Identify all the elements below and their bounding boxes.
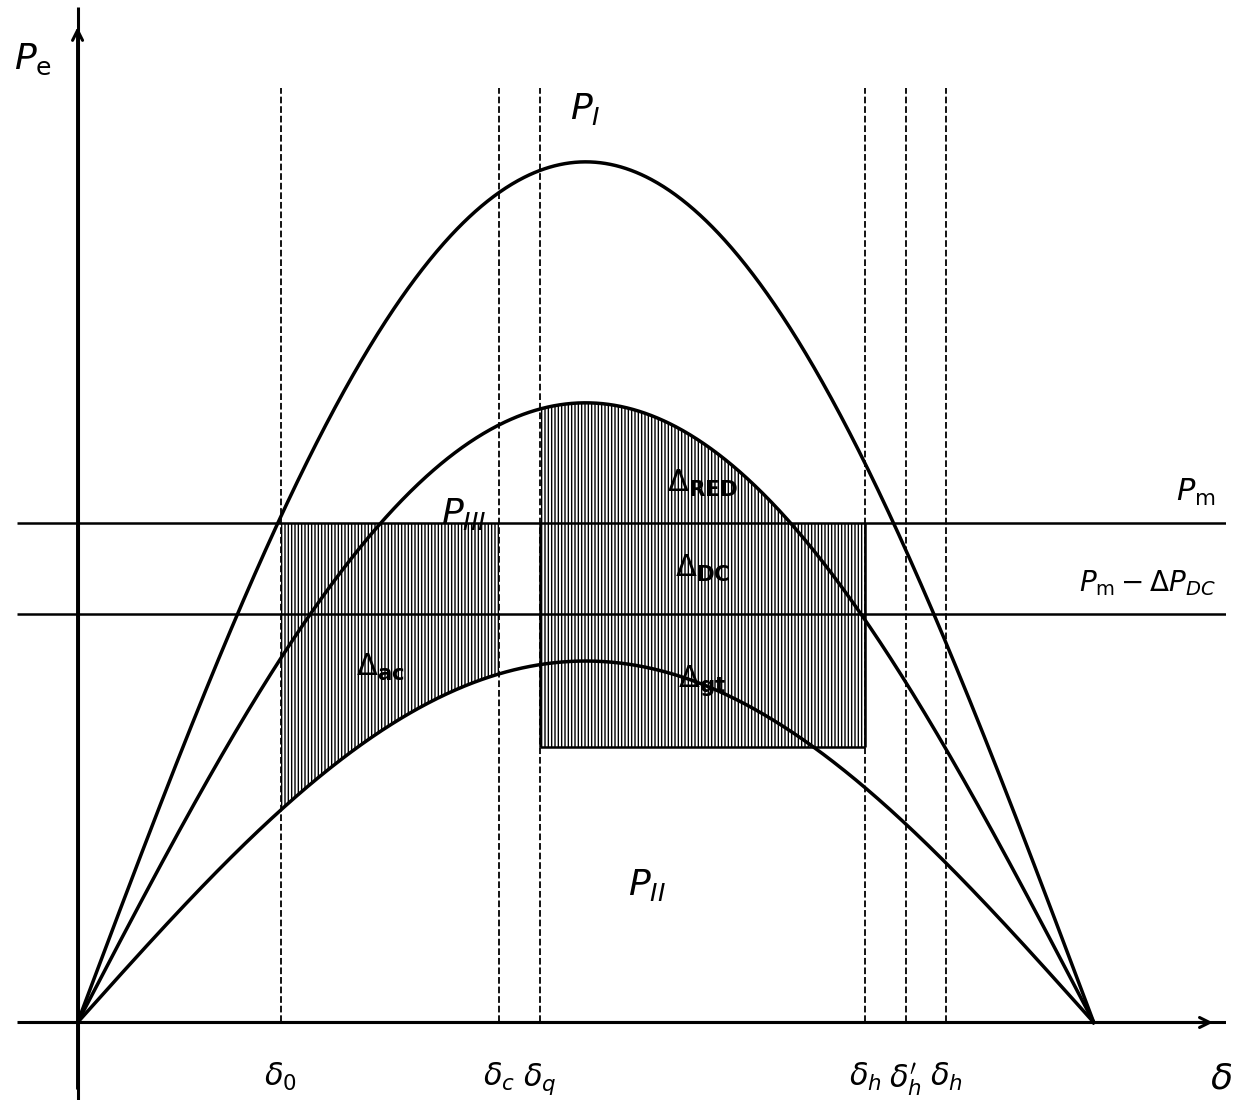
Text: $\Delta_{\mathbf{DC}}$: $\Delta_{\mathbf{DC}}$ — [675, 553, 730, 584]
Text: $P_{\mathrm{m}}$: $P_{\mathrm{m}}$ — [1177, 477, 1215, 508]
Text: $\delta_0$: $\delta_0$ — [264, 1062, 298, 1093]
Text: $P_{III}$: $P_{III}$ — [441, 497, 486, 532]
Text: $\delta_h'$: $\delta_h'$ — [889, 1062, 923, 1098]
Text: $P_I$: $P_I$ — [570, 91, 601, 127]
Text: $P_{\mathrm{e}}$: $P_{\mathrm{e}}$ — [14, 41, 52, 77]
Text: $\delta_q$: $\delta_q$ — [523, 1062, 557, 1097]
Text: $\delta_c$: $\delta_c$ — [484, 1062, 516, 1093]
Text: $\delta_h$: $\delta_h$ — [848, 1062, 882, 1093]
Text: $P_{\mathrm{m}}-\Delta P_{DC}$: $P_{\mathrm{m}}-\Delta P_{DC}$ — [1079, 568, 1215, 598]
Text: $P_{II}$: $P_{II}$ — [627, 867, 666, 903]
Text: $\delta_h$: $\delta_h$ — [930, 1062, 962, 1093]
Text: $\delta$: $\delta$ — [1209, 1062, 1233, 1095]
Text: $\Delta_{\mathbf{RED}}$: $\Delta_{\mathbf{RED}}$ — [667, 468, 738, 499]
Text: $\Delta_{\mathbf{ac}}$: $\Delta_{\mathbf{ac}}$ — [356, 652, 404, 683]
Text: $\Delta_{\mathbf{gt}}$: $\Delta_{\mathbf{gt}}$ — [678, 663, 727, 697]
